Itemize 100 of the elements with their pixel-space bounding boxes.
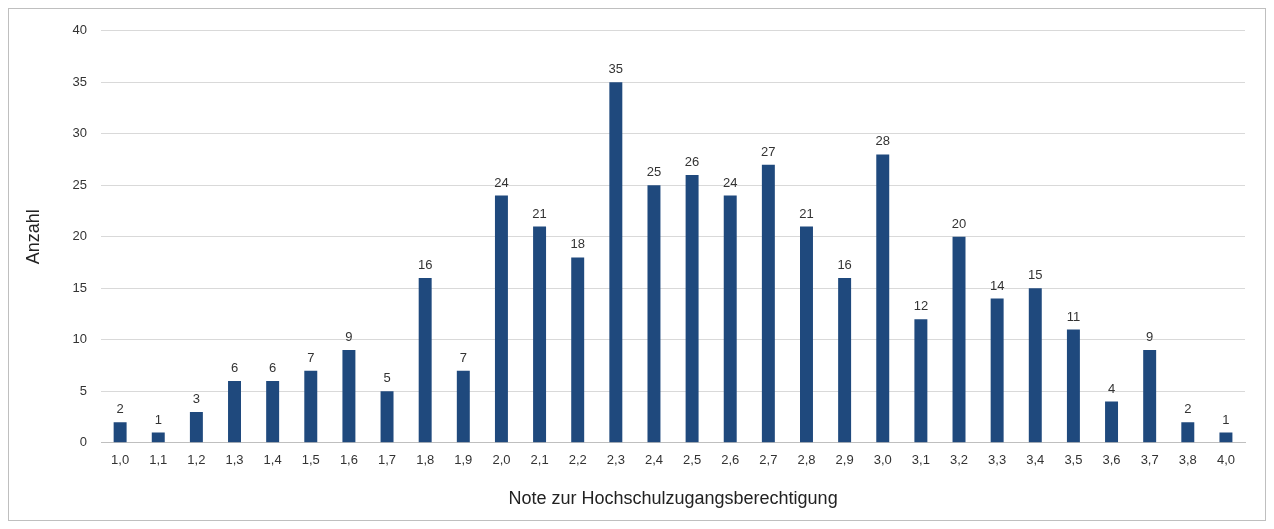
bar	[990, 298, 1004, 443]
bar	[685, 175, 699, 443]
data-label: 6	[269, 360, 277, 376]
bar	[571, 257, 585, 443]
y-tick-label: 35	[72, 73, 88, 89]
bar	[228, 381, 241, 443]
bar	[418, 278, 432, 443]
x-tick-label: 2,7	[759, 452, 778, 468]
bar	[113, 422, 127, 443]
x-tick-label: 2,0	[492, 452, 511, 468]
bar	[533, 226, 547, 443]
x-tick-label: 1,6	[339, 452, 358, 468]
data-label: 1	[1222, 411, 1230, 427]
bar	[761, 164, 775, 443]
x-tick-label: 3,0	[873, 452, 892, 468]
bar	[380, 391, 394, 443]
data-label: 9	[1146, 329, 1154, 345]
x-tick-label: 4,0	[1216, 452, 1235, 468]
bar	[494, 195, 508, 443]
data-label: 4	[1107, 380, 1116, 396]
x-tick-label: 2,4	[644, 452, 663, 468]
data-label: 12	[913, 298, 929, 314]
bar	[914, 319, 928, 443]
x-tick-label: 2,1	[530, 452, 549, 468]
x-tick-label: 2,2	[568, 452, 587, 468]
data-label: 25	[646, 164, 662, 180]
x-tick-label: 3,3	[988, 452, 1007, 468]
y-tick-label: 15	[72, 279, 88, 295]
x-tick-label: 1,1	[149, 452, 168, 468]
x-tick-label: 1,7	[378, 452, 397, 468]
x-tick-label: 1,4	[263, 452, 282, 468]
bar	[723, 195, 737, 443]
data-label: 20	[951, 215, 967, 231]
x-tick-label: 2,8	[797, 452, 816, 468]
bar	[151, 432, 165, 443]
x-tick-label: 3,6	[1102, 452, 1121, 468]
bar	[876, 154, 890, 443]
bar	[266, 381, 280, 443]
x-tick-label: 3,1	[911, 452, 930, 468]
x-tick-label: 3,2	[949, 452, 969, 468]
data-label: 27	[761, 143, 776, 159]
x-tick-label: 2,5	[683, 452, 702, 468]
data-label: 21	[532, 205, 547, 221]
data-label: 21	[799, 205, 814, 221]
bar	[838, 278, 852, 443]
data-label: 1	[154, 411, 162, 427]
bar	[1066, 329, 1080, 443]
y-tick-label: 20	[72, 228, 88, 244]
x-tick-label: 1,0	[111, 452, 130, 468]
data-label: 26	[684, 154, 700, 170]
data-label: 24	[494, 174, 509, 190]
x-tick-label: 2,3	[606, 452, 625, 468]
y-tick-label: 30	[72, 125, 88, 141]
bar	[800, 226, 813, 443]
data-label: 2	[1184, 401, 1192, 417]
data-label: 11	[1066, 308, 1081, 324]
data-label: 15	[1028, 267, 1043, 283]
data-label: 7	[307, 349, 315, 365]
bar	[189, 411, 203, 443]
bar	[456, 370, 470, 443]
data-label: 16	[837, 257, 852, 273]
x-tick-label: 1,9	[454, 452, 473, 468]
bar	[1028, 288, 1042, 443]
data-label: 2	[116, 401, 124, 417]
bar	[304, 370, 318, 443]
x-tick-label: 2,6	[721, 452, 740, 468]
x-tick-label: 1,2	[187, 452, 206, 468]
data-label: 3	[192, 390, 201, 406]
data-label: 35	[608, 61, 624, 77]
data-label: 6	[230, 360, 239, 376]
bar	[1219, 432, 1233, 443]
data-label: 24	[722, 174, 738, 190]
x-tick-label: 1,8	[416, 452, 435, 468]
x-tick-label: 3,8	[1178, 452, 1197, 468]
data-label: 16	[417, 257, 433, 273]
bar	[952, 236, 966, 443]
y-tick-label: 0	[79, 434, 88, 450]
data-label: 28	[875, 133, 890, 149]
y-tick-label: 10	[72, 331, 88, 347]
bar	[609, 82, 623, 443]
data-label: 9	[345, 329, 353, 345]
bar	[1143, 350, 1157, 443]
x-tick-label: 2,9	[835, 452, 854, 468]
x-tick-label: 1,3	[225, 452, 244, 468]
x-tick-label: 3,4	[1026, 452, 1045, 468]
x-tick-label: 3,7	[1140, 452, 1159, 468]
x-tick-label: 3,5	[1064, 452, 1083, 468]
y-axis-title: Anzahl	[22, 209, 43, 265]
data-label: 14	[989, 277, 1005, 293]
bar	[647, 185, 661, 443]
data-label: 7	[459, 349, 467, 365]
bar	[1181, 422, 1195, 443]
y-tick-label: 25	[72, 176, 88, 192]
bar	[1105, 401, 1119, 443]
y-tick-label: 5	[79, 382, 88, 398]
data-label: 5	[383, 370, 391, 386]
x-tick-label: 1,5	[301, 452, 320, 468]
x-axis-title: Note zur Hochschulzugangsberechtigung	[508, 488, 838, 509]
bar	[342, 350, 356, 443]
data-label: 18	[570, 236, 585, 252]
